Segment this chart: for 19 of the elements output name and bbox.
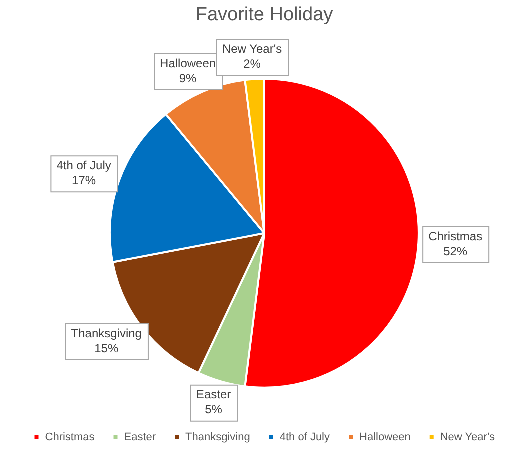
data-label: 52% xyxy=(444,244,468,258)
legend-label: Christmas xyxy=(45,432,96,444)
slice-label: Easter xyxy=(196,388,232,402)
data-label: 2% xyxy=(244,57,262,72)
legend-label: 4th of July xyxy=(280,432,330,444)
slice-label: Halloween xyxy=(160,56,216,70)
data-label: 5% xyxy=(205,402,223,417)
legend-label: Thanksgiving xyxy=(186,432,250,444)
slice-label: 4th of July xyxy=(56,158,112,172)
legend-label: Halloween xyxy=(360,432,411,444)
data-label: 15% xyxy=(94,341,119,356)
slice-label: Thanksgiving xyxy=(71,326,142,340)
chart-title: Favorite Holiday xyxy=(196,4,334,26)
slice-label: Christmas xyxy=(428,229,483,244)
legend-label: Easter xyxy=(124,432,156,444)
slice-label: New Year's xyxy=(222,42,282,56)
legend-label: New Year's xyxy=(440,432,496,444)
data-label: 17% xyxy=(72,173,96,188)
data-label: 9% xyxy=(179,71,198,86)
